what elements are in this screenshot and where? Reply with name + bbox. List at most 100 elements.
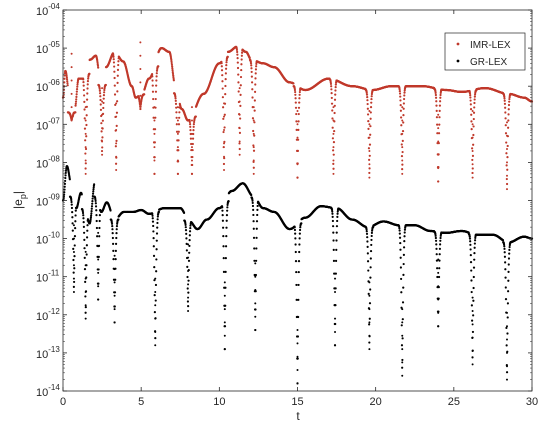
dip-point (296, 163, 299, 166)
data-point (66, 82, 69, 85)
data-point (81, 211, 85, 215)
data-point (437, 142, 440, 145)
data-point (502, 243, 506, 246)
data-point (238, 131, 242, 134)
data-point (66, 80, 69, 83)
data-point (366, 260, 370, 263)
dip-point (254, 262, 257, 265)
data-point (189, 125, 192, 128)
data-point (171, 67, 174, 70)
dip-point (471, 163, 474, 166)
y-tick-label: 10-08 (36, 154, 60, 170)
dip-point (254, 315, 257, 318)
y-tick-label: 10-14 (36, 383, 60, 399)
data-point (331, 126, 334, 129)
data-point (507, 290, 510, 293)
data-point (403, 89, 406, 92)
dip-point (223, 169, 226, 172)
data-point (175, 123, 178, 126)
dip-point (176, 146, 179, 149)
data-point (83, 238, 86, 241)
data-point (469, 248, 472, 251)
dip-point (332, 146, 335, 149)
data-point (84, 311, 87, 314)
data-point (90, 205, 94, 208)
dip-point (97, 298, 100, 301)
dip-point (401, 321, 404, 324)
data-point (221, 209, 224, 212)
data-point (438, 109, 441, 112)
data-point (255, 62, 258, 65)
data-point (170, 61, 173, 65)
data-point (298, 101, 301, 104)
data-point (225, 63, 228, 67)
data-point (187, 279, 190, 282)
data-point (368, 171, 371, 175)
x-tick-label: 30 (526, 396, 538, 408)
dip-point (368, 348, 371, 351)
data-point (153, 141, 156, 144)
dip-point (471, 123, 474, 126)
data-point (70, 198, 73, 202)
data-point (97, 255, 100, 258)
data-point (151, 220, 155, 223)
dip-point (113, 281, 116, 284)
data-point (403, 94, 406, 97)
data-point (75, 93, 78, 96)
data-point (224, 84, 227, 88)
data-point (438, 253, 441, 256)
data-point (151, 217, 154, 220)
dip-point (334, 317, 337, 320)
data-point (298, 237, 301, 240)
data-point (506, 332, 509, 335)
data-point (239, 84, 242, 87)
data-point (112, 249, 115, 252)
data-point (101, 136, 104, 139)
data-point (294, 260, 298, 263)
dip-point (153, 159, 156, 162)
data-point (469, 93, 472, 97)
data-point (111, 225, 114, 228)
data-point (71, 211, 74, 214)
data-point (96, 64, 100, 67)
data-point (83, 247, 86, 250)
data-point (223, 325, 227, 328)
dip-point (84, 106, 87, 109)
data-point (238, 147, 241, 151)
dip-point (72, 277, 75, 280)
data-point (367, 120, 370, 123)
data-point (90, 212, 93, 215)
dip-point (332, 106, 335, 109)
data-point (508, 97, 511, 101)
data-point (474, 236, 477, 239)
data-point (471, 167, 474, 170)
data-point (90, 214, 93, 217)
data-point (333, 272, 336, 275)
data-point (139, 105, 142, 108)
legend-label-gr-lex: GR-LEX (470, 57, 508, 68)
data-point (189, 226, 192, 230)
data-point (507, 257, 511, 260)
legend: IMR-LEX GR-LEX (444, 32, 526, 71)
data-point (114, 162, 118, 165)
data-point (184, 223, 187, 227)
data-point (370, 231, 373, 234)
data-point (368, 323, 371, 326)
data-point (333, 98, 337, 101)
data-point (334, 272, 337, 275)
data-point (188, 251, 191, 254)
data-point (435, 247, 438, 250)
data-point (225, 61, 228, 64)
data-point (503, 97, 506, 100)
data-point (82, 225, 85, 229)
data-point (401, 139, 404, 142)
legend-marker-imr-lex (456, 42, 460, 46)
data-point (507, 108, 510, 111)
data-point (402, 114, 405, 117)
data-point (224, 72, 227, 75)
dip-point (97, 271, 100, 274)
data-point (334, 287, 337, 290)
data-point (332, 239, 335, 242)
data-point (156, 221, 159, 225)
data-point (255, 259, 258, 262)
